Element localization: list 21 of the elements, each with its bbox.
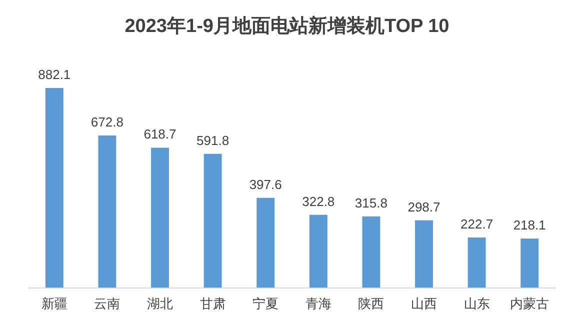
x-tick-label: 青海 — [305, 297, 332, 312]
x-tick-label: 云南 — [94, 297, 120, 312]
x-tick-label: 内蒙古 — [510, 297, 550, 312]
x-tick-label: 山西 — [411, 297, 437, 312]
data-label: 298.7 — [408, 199, 440, 214]
data-label: 618.7 — [144, 126, 176, 142]
x-tick-label: 陕西 — [358, 297, 384, 312]
data-label: 218.1 — [513, 218, 546, 233]
x-tick-label: 甘肃 — [200, 297, 226, 312]
x-tick-label: 宁夏 — [252, 296, 279, 312]
data-label: 397.6 — [249, 176, 282, 192]
data-label: 315.8 — [354, 195, 388, 210]
data-label: 882.1 — [38, 67, 71, 82]
data-label: 672.8 — [90, 114, 124, 130]
chart-title: 2023年1-9月地面电站新增装机TOP 10 — [124, 15, 450, 37]
x-tick-label: 新疆 — [41, 297, 68, 312]
x-tick-label: 湖北 — [147, 297, 173, 312]
data-label: 591.8 — [196, 132, 230, 148]
x-tick-label: 山东 — [464, 297, 490, 312]
data-label: 222.7 — [460, 216, 494, 232]
data-label: 322.8 — [302, 194, 335, 209]
